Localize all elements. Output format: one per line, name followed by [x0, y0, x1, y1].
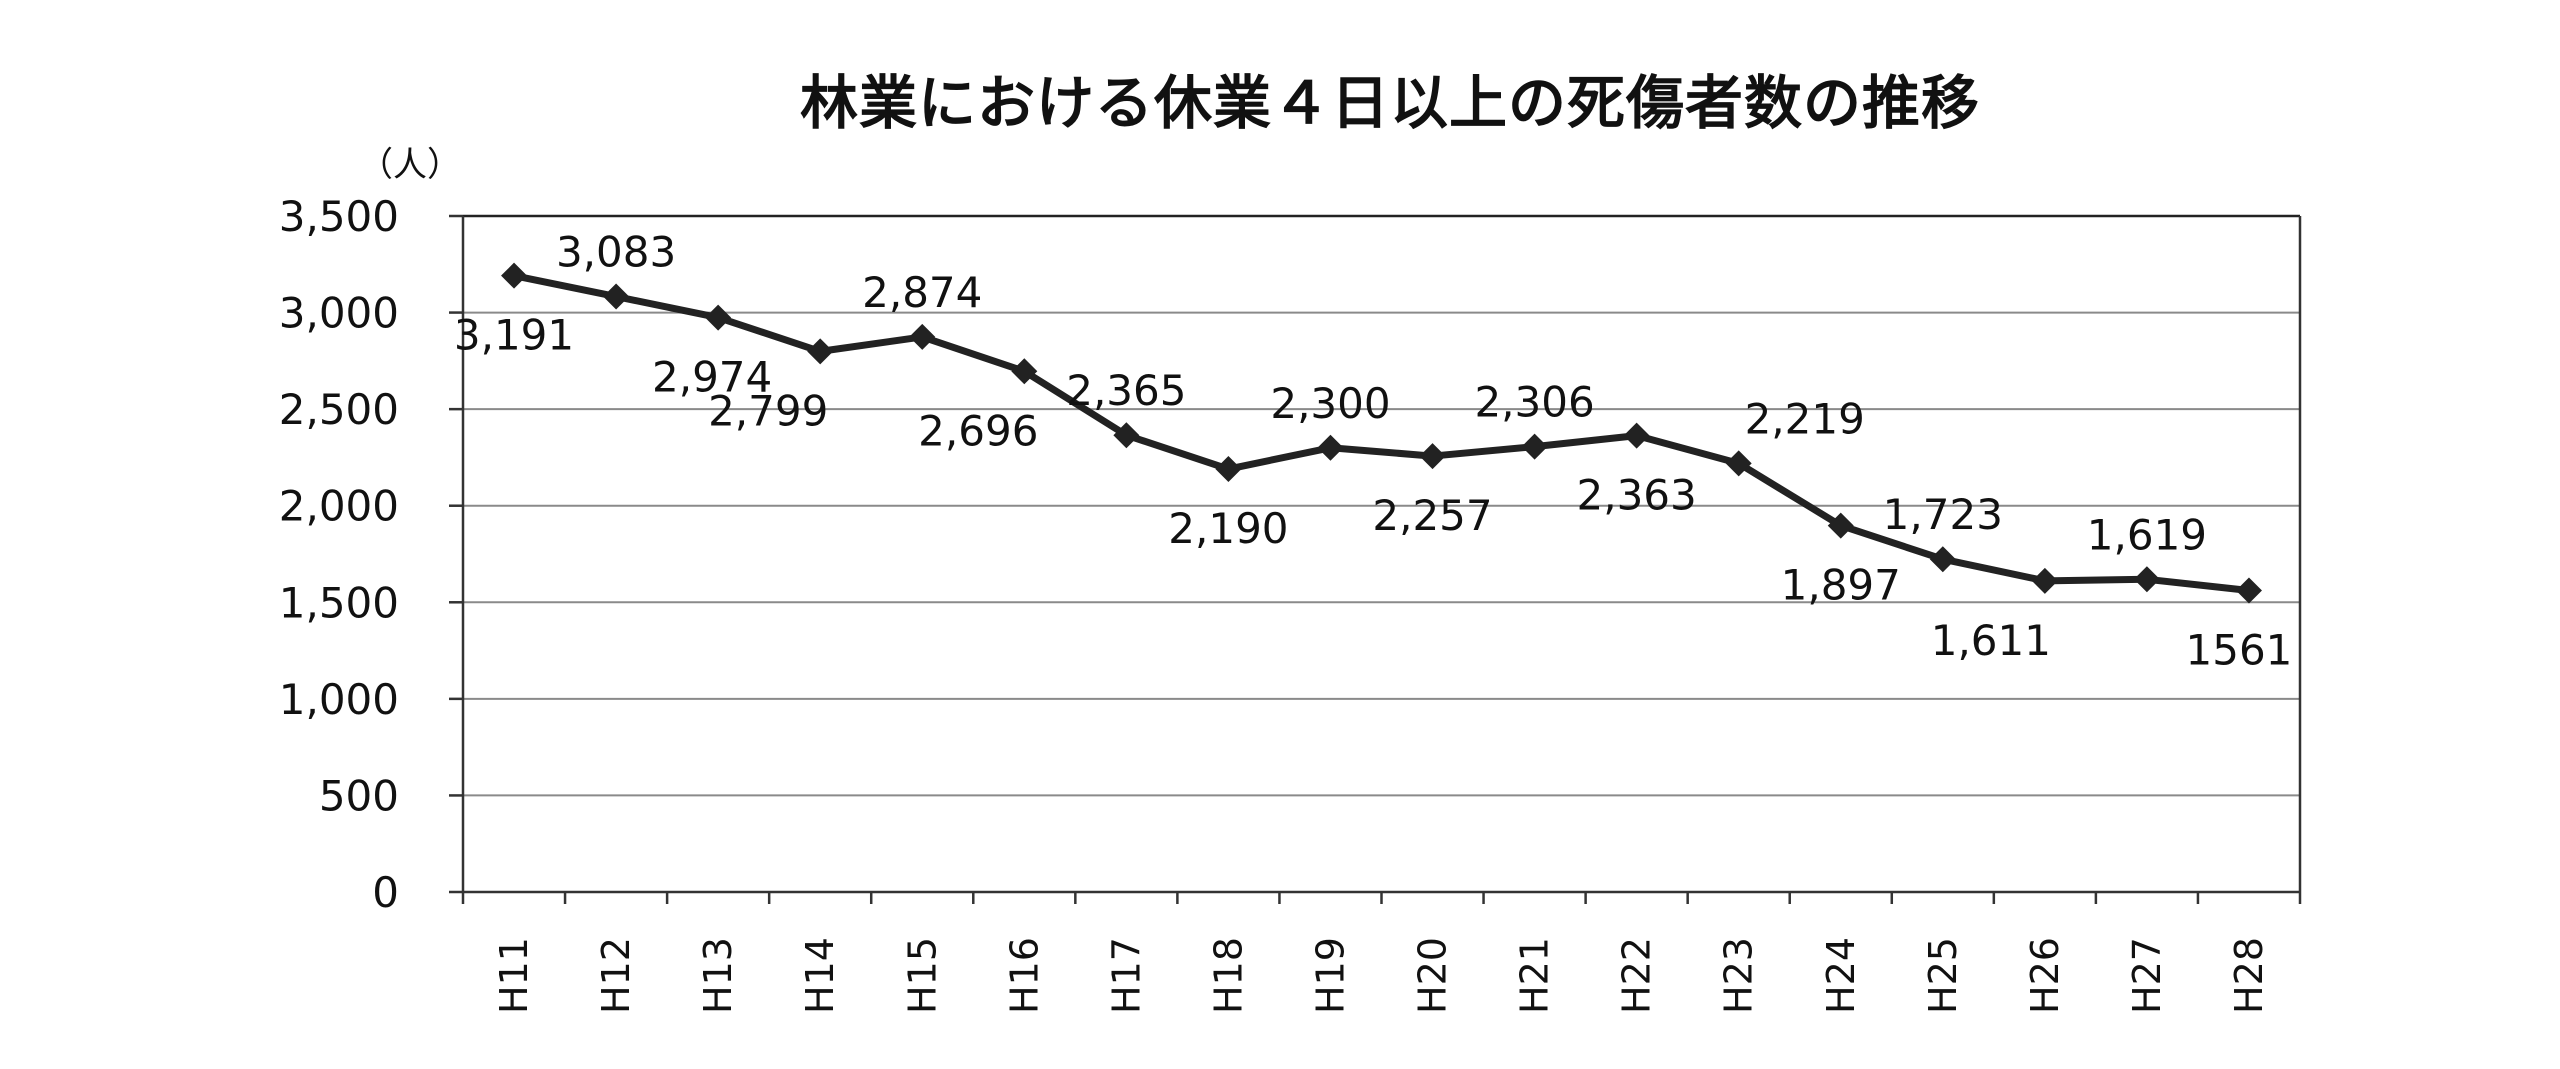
data-label: 2,799 — [708, 386, 828, 435]
data-point-marker — [909, 323, 936, 350]
axes — [449, 214, 2302, 904]
data-point-marker — [1113, 422, 1140, 449]
data-label: 2,696 — [918, 406, 1038, 455]
y-tick-label: 3,500 — [279, 192, 399, 241]
x-tick-label: H25 — [1921, 937, 1965, 1014]
x-tick-label: H16 — [1002, 937, 1046, 1014]
data-label: 3,191 — [454, 311, 574, 360]
y-tick-label: 3,000 — [279, 289, 399, 338]
data-point-marker — [1419, 443, 1446, 470]
data-point-marker — [1929, 546, 1956, 573]
data-label: 1561 — [2186, 626, 2293, 675]
data-point-marker — [603, 283, 630, 310]
y-tick-label: 1,500 — [279, 578, 399, 627]
data-label: 2,874 — [862, 268, 982, 317]
data-point-marker — [1827, 512, 1854, 539]
data-point-marker — [807, 338, 834, 365]
x-tick-label: H12 — [594, 937, 638, 1014]
data-point-marker — [1317, 434, 1344, 461]
series-line — [510, 272, 2253, 595]
y-tick-labels: 0 500 1,000 1,500 2,000 2,500 3,000 3,500 — [279, 192, 399, 917]
data-label: 2,219 — [1745, 394, 1865, 443]
data-label: 2,257 — [1372, 491, 1492, 540]
x-tick-label: H18 — [1206, 937, 1250, 1014]
y-tick-label: 500 — [319, 771, 399, 820]
data-label: 2,190 — [1168, 504, 1288, 553]
data-label: 2,365 — [1066, 366, 1186, 415]
x-tick-label: H24 — [1819, 937, 1863, 1014]
x-tick-label: H20 — [1411, 937, 1455, 1014]
data-label: 3,083 — [556, 228, 676, 277]
data-label: 2,300 — [1270, 379, 1390, 428]
data-label: 1,897 — [1781, 561, 1901, 610]
chart-title: 林業における休業４日以上の死傷者数の推移 — [799, 69, 1980, 137]
data-point-marker — [2031, 567, 2058, 594]
data-label: 2,306 — [1474, 378, 1594, 427]
x-tick-label: H14 — [798, 937, 842, 1014]
gridlines — [463, 214, 2300, 797]
x-tick-label: H22 — [1615, 937, 1659, 1014]
data-point-marker — [2133, 566, 2160, 593]
x-tick-label: H19 — [1308, 937, 1352, 1014]
x-tick-labels: H11 H12 H13 H14 H15 H16 H17 H18 H19 H20 H21 H22 H23 H… — [492, 937, 2271, 1014]
y-tick-label: 1,000 — [279, 675, 399, 724]
x-tick-label: H26 — [2023, 937, 2067, 1014]
y-tick-label: 2,500 — [279, 385, 399, 434]
x-tick-label: H23 — [1717, 937, 1761, 1014]
data-markers — [501, 262, 2262, 604]
data-point-marker — [1521, 433, 1548, 460]
x-tick-label: H21 — [1513, 937, 1557, 1014]
data-point-marker — [501, 262, 528, 289]
y-tick-label: 2,000 — [279, 482, 399, 531]
x-tick-label: H17 — [1104, 937, 1148, 1014]
data-label: 2,974 — [652, 353, 772, 402]
data-point-marker — [705, 304, 732, 331]
x-tick-label: H13 — [696, 937, 740, 1014]
series-line-path — [510, 272, 2253, 595]
data-point-marker — [1011, 358, 1038, 385]
data-point-marker — [2235, 577, 2262, 604]
y-unit-label: （人） — [359, 145, 461, 185]
x-tick-label: H28 — [2227, 937, 2271, 1014]
x-tick-label: H11 — [492, 937, 536, 1014]
data-point-marker — [1623, 422, 1650, 449]
y-tick-label: 0 — [372, 868, 399, 917]
x-tick-label: H15 — [900, 937, 944, 1014]
data-label: 2,363 — [1577, 471, 1697, 520]
data-point-marker — [1215, 456, 1242, 483]
data-label: 1,611 — [1931, 616, 2051, 665]
data-label: 1,723 — [1883, 490, 2003, 539]
data-point-marker — [1725, 450, 1752, 477]
x-tick-label: H27 — [2125, 937, 2169, 1014]
data-label: 1,619 — [2087, 510, 2207, 559]
